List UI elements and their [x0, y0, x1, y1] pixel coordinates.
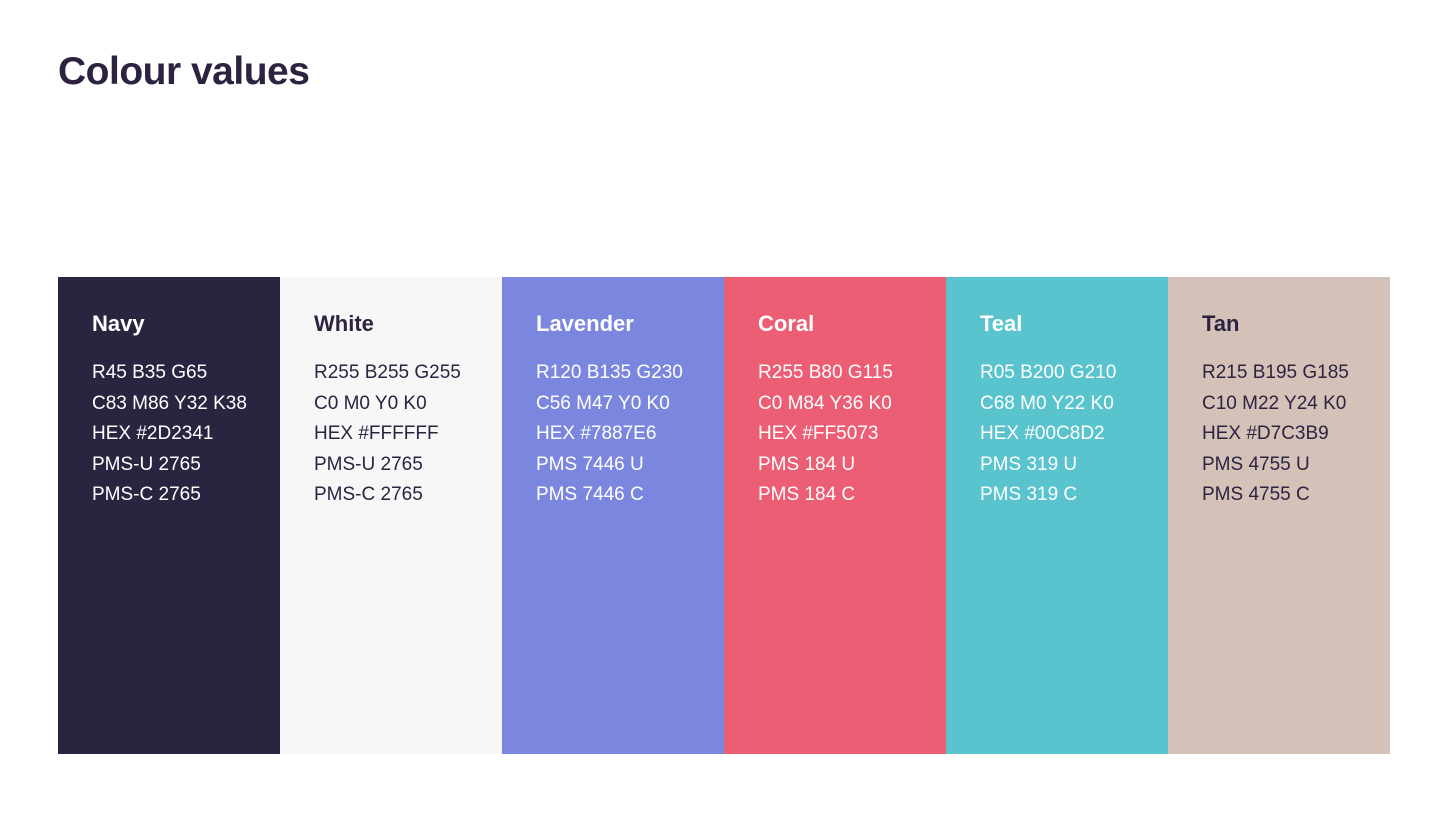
- swatch-values: R45 B35 G65 C83 M86 Y32 K38 HEX #2D2341 PMS…: [92, 358, 262, 511]
- swatch-values: R255 B255 G255 C0 M0 Y0 K0 HEX #FFFFFF PMS-…: [314, 358, 484, 511]
- swatch-value-line: PMS 7446 U: [536, 453, 644, 475]
- swatch-card-coral: Coral R255 B80 G115 C0 M84 Y36 K0 HEX #FF5…: [724, 277, 946, 754]
- swatch-value-line: C56 M47 Y0 K0: [536, 392, 670, 414]
- swatch-title: Tan: [1202, 311, 1240, 336]
- swatch-value-line: HEX #FF5073: [758, 423, 879, 444]
- swatch-value-line: PMS 319 U: [980, 453, 1078, 475]
- swatch-card-tan: Tan R215 B195 G185 C10 M22 Y24 K0 HEX #D7C…: [1168, 277, 1390, 754]
- swatch-card-navy: Navy R45 B35 G65 C83 M86 Y32 K38 HEX #2D23…: [58, 277, 280, 754]
- swatch-value-line: C0 M0 Y0 K0: [314, 392, 427, 414]
- swatch-card-lavender: Lavender R120 B135 G230 C56 M47 Y0 K0 HEX …: [502, 277, 724, 754]
- swatch-values: R05 B200 G210 C68 M0 Y22 K0 HEX #00C8D2 PMS…: [980, 358, 1150, 511]
- swatch-card-white: White R255 B255 G255 C0 M0 Y0 K0 HEX #FFFF…: [280, 277, 502, 754]
- swatch-values: R215 B195 G185 C10 M22 Y24 K0 HEX #D7C3B9 P…: [1202, 358, 1372, 511]
- swatch-title: Teal: [980, 311, 1023, 336]
- swatch-title: Lavender: [536, 311, 634, 336]
- swatch-value-line: C68 M0 Y22 K0: [980, 392, 1114, 414]
- swatch-title: Coral: [758, 311, 815, 336]
- swatch-value-line: PMS 184 C: [758, 484, 856, 505]
- swatch-value-line: PMS-U 2765: [92, 453, 201, 475]
- swatch-value-line: R255 B80 G115: [758, 362, 893, 383]
- swatch-value-line: HEX #00C8D2: [980, 423, 1105, 444]
- swatch-value-line: PMS 4755 C: [1202, 484, 1310, 505]
- swatch-value-line: HEX #FFFFFF: [314, 423, 439, 444]
- swatch-value-line: R215 B195 G185: [1202, 362, 1349, 383]
- swatch-value-line: C10 M22 Y24 K0: [1202, 392, 1347, 414]
- swatch-row: Navy R45 B35 G65 C83 M86 Y32 K38 HEX #2D23…: [58, 277, 1390, 754]
- swatch-value-line: HEX #2D2341: [92, 423, 214, 444]
- swatch-card-teal: Teal R05 B200 G210 C68 M0 Y22 K0 HEX #00C8…: [946, 277, 1168, 754]
- swatch-value-line: R45 B35 G65: [92, 362, 208, 383]
- swatch-value-line: PMS 4755 U: [1202, 453, 1310, 475]
- swatch-value-line: PMS-C 2765: [314, 484, 423, 505]
- swatch-values: R255 B80 G115 C0 M84 Y36 K0 HEX #FF5073 PMS…: [758, 358, 928, 511]
- swatch-value-line: C83 M86 Y32 K38: [92, 392, 247, 414]
- swatch-value-line: PMS-C 2765: [92, 484, 201, 505]
- swatch-title: White: [314, 311, 374, 336]
- page-title: Colour values: [58, 50, 310, 93]
- swatch-value-line: R120 B135 G230: [536, 362, 683, 383]
- swatch-value-line: R05 B200 G210: [980, 362, 1117, 383]
- swatch-value-line: PMS 319 C: [980, 484, 1078, 505]
- swatch-title: Navy: [92, 311, 145, 336]
- swatch-value-line: C0 M84 Y36 K0: [758, 392, 892, 414]
- swatch-value-line: PMS 184 U: [758, 453, 856, 475]
- swatch-value-line: HEX #7887E6: [536, 423, 657, 444]
- swatch-value-line: R255 B255 G255: [314, 362, 461, 383]
- swatch-value-line: HEX #D7C3B9: [1202, 423, 1329, 444]
- swatch-value-line: PMS-U 2765: [314, 453, 423, 475]
- swatch-value-line: PMS 7446 C: [536, 484, 644, 505]
- swatch-values: R120 B135 G230 C56 M47 Y0 K0 HEX #7887E6 PM…: [536, 358, 706, 511]
